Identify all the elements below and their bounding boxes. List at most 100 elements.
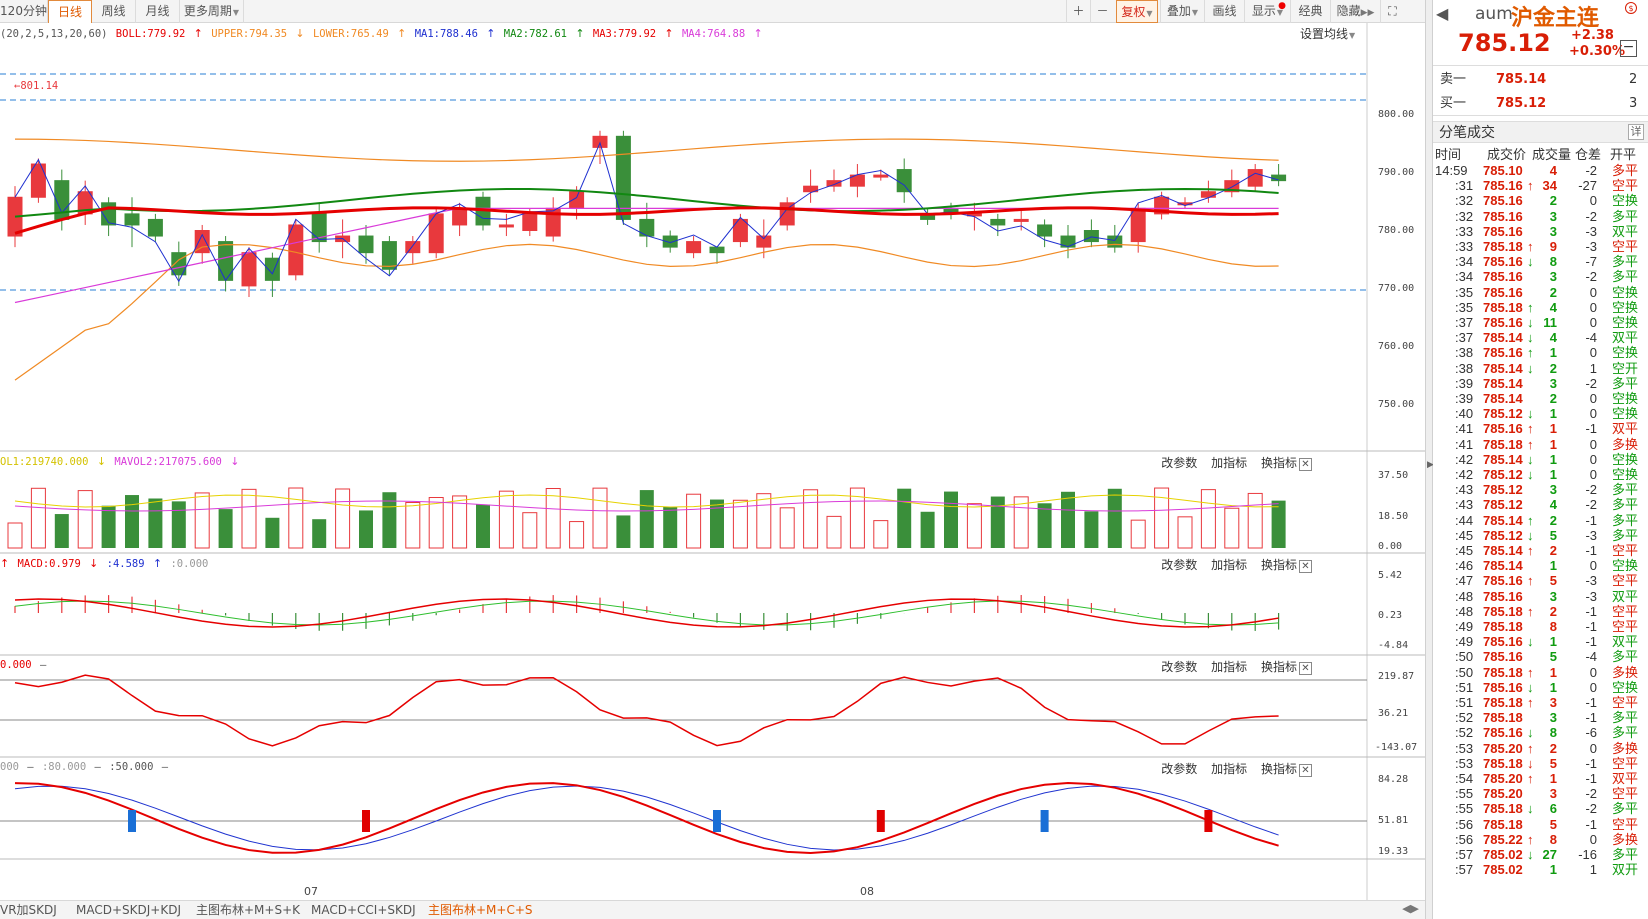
tick-oi-diff: -1 [1585, 695, 1597, 710]
tick-price: 785.16 [1483, 421, 1523, 437]
tick-oi-diff: 0 [1589, 193, 1597, 209]
tick-time: :48 [1455, 588, 1474, 604]
tab-macd-cci-skdj[interactable]: MACD+CCI+SKDJ [311, 903, 416, 917]
tick-oi-diff: 1 [1589, 360, 1597, 376]
tick-price: 785.14 [1483, 391, 1523, 406]
tick-time: :43 [1455, 497, 1474, 513]
tick-time: :55 [1455, 801, 1474, 817]
tick-type: 空平 [1612, 573, 1639, 589]
dollar-badge-icon[interactable]: $ [1625, 2, 1637, 14]
set-ma-button[interactable]: 设置均线▼ [1300, 25, 1355, 42]
tick-price: 785.18 [1483, 695, 1523, 710]
display-button[interactable]: 显示▼ ● [1244, 0, 1290, 23]
candle-body [264, 257, 280, 281]
add-indicator-button[interactable]: 加指标 [1211, 660, 1248, 674]
tab-more-periods[interactable]: 更多周期▼ [180, 0, 244, 23]
fullscreen-icon[interactable]: ⛶ [1380, 0, 1404, 23]
close-icon[interactable]: ✕ [1299, 662, 1312, 675]
tick-arrow: ↑ [1527, 771, 1534, 786]
volume-bar [382, 492, 397, 548]
add-indicator-button[interactable]: 加指标 [1211, 762, 1248, 776]
tab-daily[interactable]: 日线 [48, 0, 92, 23]
swap-indicator-button[interactable]: 换指标 [1260, 660, 1297, 674]
prev-arrow-icon[interactable]: ◀ [1436, 4, 1449, 23]
close-icon[interactable]: ✕ [1299, 764, 1312, 777]
tick-price: 785.18 [1483, 239, 1523, 254]
tick-type: 空平 [1612, 816, 1639, 832]
candle-body [1013, 218, 1029, 222]
tick-type: 空平 [1612, 178, 1639, 194]
volume-bar [756, 493, 772, 549]
tick-price: 785.02 [1483, 847, 1523, 862]
scroll-arrows-icon[interactable]: ◀▶ [1402, 902, 1419, 915]
panel-splitter[interactable]: ▶ [1425, 0, 1434, 919]
tick-volume: 5 [1549, 527, 1557, 543]
boll-indicator-line: (20,2,5,13,20,60) BOLL:779.92 ↑ UPPER:79… [0, 27, 765, 43]
tick-type: 空换 [1612, 679, 1639, 695]
volume-bar [171, 501, 186, 548]
add-indicator-button[interactable]: 加指标 [1211, 558, 1248, 572]
volume-bar [545, 488, 561, 549]
classic-button[interactable]: 经典 [1290, 0, 1330, 23]
tab-weekly[interactable]: 周线 [92, 0, 136, 23]
swap-indicator-button[interactable]: 换指标 [1260, 456, 1297, 470]
tick-arrow: ↓ [1527, 315, 1534, 330]
tick-time: :39 [1455, 375, 1474, 391]
tick-type: 多平 [1612, 497, 1639, 513]
close-icon[interactable]: ✕ [1299, 458, 1312, 471]
tab-monthly[interactable]: 月线 [136, 0, 180, 23]
tick-price: 785.16 [1483, 649, 1523, 665]
up-arrow-icon: ↑ [193, 27, 203, 40]
minimize-icon[interactable]: − [1620, 40, 1637, 57]
up-arrow-icon: ↑ [575, 27, 585, 40]
tick-oi-diff: -4 [1585, 330, 1597, 346]
adjust-button[interactable]: 复权▼ [1116, 0, 1158, 23]
tick-time: :55 [1455, 786, 1474, 802]
kdj-tick: 19.33 [1378, 846, 1409, 857]
tick-price: 785.16 [1483, 254, 1523, 270]
detail-button[interactable]: 详 [1628, 124, 1644, 140]
swap-indicator-button[interactable]: 换指标 [1260, 558, 1297, 572]
volume-bar [1013, 496, 1029, 549]
tab-120min[interactable]: 120分钟 [0, 0, 48, 23]
change-params-button[interactable]: 改参数 [1161, 456, 1198, 470]
tab-boll-m-s-k[interactable]: 主图布林+M+S+K [196, 903, 301, 917]
volume-bar [312, 519, 327, 548]
swap-indicator-button[interactable]: 换指标 [1260, 762, 1297, 776]
zoom-out-button[interactable]: － [1090, 0, 1114, 23]
down-arrow-icon: ↓ [295, 27, 305, 40]
candle-body [1200, 191, 1216, 198]
volume-bar [849, 487, 865, 549]
close-icon[interactable]: ✕ [1299, 560, 1312, 573]
tick-type: 空换 [1612, 345, 1639, 361]
volume-bar [639, 490, 654, 548]
draw-line-button[interactable]: 画线 [1204, 0, 1244, 23]
tab-macd-skdj-kdj[interactable]: MACD+SKDJ+KDJ [76, 903, 181, 917]
change-params-button[interactable]: 改参数 [1161, 660, 1198, 674]
change-params-button[interactable]: 改参数 [1161, 558, 1198, 572]
kline-chart[interactable] [0, 23, 1425, 900]
candle-body [1037, 224, 1053, 237]
quote-header: ◀ aum 沪金主连 $ 785.12 +2.38 +0.30% − [1433, 0, 1648, 66]
tick-oi-diff: -1 [1585, 816, 1597, 832]
change-params-button[interactable]: 改参数 [1161, 762, 1198, 776]
tab-boll-m-c-s[interactable]: 主图布林+M+C+S [428, 903, 533, 917]
overlay-button[interactable]: 叠加▼ [1160, 0, 1204, 23]
tick-volume: 8 [1549, 725, 1557, 741]
tick-price: 785.20 [1483, 740, 1523, 756]
chart-area[interactable]: (20,2,5,13,20,60) BOLL:779.92 ↑ UPPER:79… [0, 23, 1425, 900]
tick-volume: 5 [1549, 649, 1557, 665]
tab-vr-skdj[interactable]: VR加SKDJ [0, 903, 57, 917]
tick-arrow: ↓ [1527, 360, 1534, 376]
date-tick: 08 [860, 885, 874, 898]
tick-oi-diff: 0 [1589, 284, 1597, 300]
tick-time: :53 [1455, 755, 1474, 771]
kdj-indicator-line: 000 – :80.000 – :50.000 – [0, 761, 170, 777]
zoom-in-button[interactable]: ＋ [1066, 0, 1090, 23]
cci-value: 0.000 [0, 659, 32, 671]
add-indicator-button[interactable]: 加指标 [1211, 456, 1248, 470]
hide-button[interactable]: 隐藏▶▶ [1330, 0, 1380, 23]
tick-price: 785.16 [1483, 223, 1523, 239]
tick-row: :55 785.20 3 -2 空平 [1433, 786, 1648, 802]
candle-body [709, 246, 725, 254]
